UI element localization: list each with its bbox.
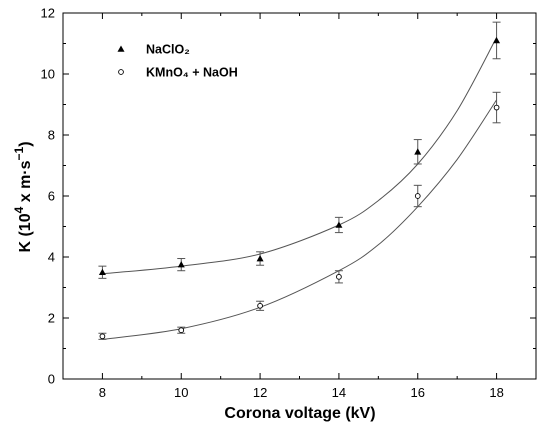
y-axis-title-exp2: −1: [12, 146, 26, 160]
y-axis-title-mid: x m·s: [17, 160, 34, 206]
y-tick-label: 4: [48, 250, 55, 265]
error-bars: [98, 21, 501, 340]
y-axis-title-suffix: ): [17, 141, 34, 146]
point-series-2: [493, 104, 500, 111]
x-tick-label: 18: [489, 385, 503, 400]
y-tick-label: 8: [48, 128, 55, 143]
point-series-2: [414, 193, 421, 199]
fit-lines: [102, 37, 498, 340]
point-series-1: [335, 221, 343, 228]
x-tick-label: 14: [332, 385, 346, 400]
fit-line-series-2: [102, 99, 498, 340]
point-series-1: [256, 255, 264, 262]
legend-label-series-2: KMnO₄ + NaOH: [146, 66, 238, 80]
svg-text:K (104 x m·s−1): K (104 x m·s−1): [12, 141, 34, 252]
point-series-1: [98, 268, 106, 276]
x-tick-label: 10: [174, 385, 188, 400]
point-series-2: [257, 302, 263, 309]
y-tick-label: 0: [48, 372, 55, 387]
x-axis-title: Corona voltage (kV): [224, 405, 375, 422]
fit-line-series-1: [102, 37, 498, 275]
y-axis-title-prefix: K (10: [17, 213, 34, 252]
legend-marker-series-1: [117, 45, 125, 52]
plot-frame: [62, 12, 537, 380]
point-series-2: [99, 333, 106, 340]
y-axis-title: K (104 x m·s−1): [12, 141, 34, 252]
point-series-2: [336, 273, 342, 280]
point-series-1: [414, 148, 422, 155]
point-series-2: [178, 327, 185, 334]
y-tick-label: 10: [41, 67, 55, 82]
x-tick-label: 16: [411, 385, 425, 400]
y-axis-title-exp: 4: [12, 206, 26, 213]
legend: NaClO₂ KMnO₄ + NaOH: [117, 43, 238, 80]
legend-label-series-1: NaClO₂: [146, 43, 190, 57]
y-tick-label: 12: [41, 6, 55, 21]
x-tick-label: 12: [253, 385, 267, 400]
y-tick-label: 2: [48, 311, 55, 326]
y-tick-label: 6: [48, 189, 55, 204]
point-series-1: [493, 36, 501, 44]
legend-marker-series-2: [118, 69, 124, 75]
data-markers: [98, 36, 501, 340]
axis-ticks: 8 10 12 14 16 18 0 2 4 6 8 10 12: [41, 6, 536, 400]
x-tick-label: 8: [99, 385, 106, 400]
point-series-1: [177, 261, 185, 268]
